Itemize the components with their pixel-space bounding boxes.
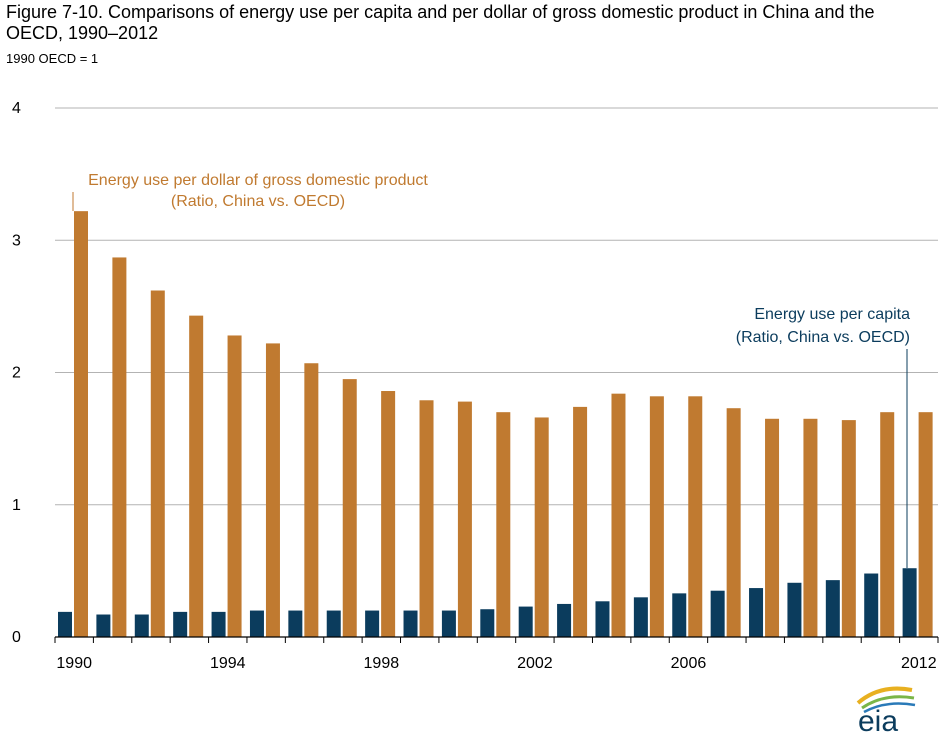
capita-annotation-line2: (Ratio, China vs. OECD): [736, 329, 910, 346]
bar-energy-per-gdp: [765, 418, 780, 637]
capita-annotation-line1: Energy use per capita: [754, 306, 910, 323]
bar-energy-per-capita: [365, 610, 380, 637]
x-tick-label: 2006: [671, 655, 707, 672]
bar-energy-per-gdp: [726, 408, 741, 637]
x-tick-label: 2012: [901, 655, 937, 672]
gdp-annotation-line1: Energy use per dollar of gross domestic …: [88, 172, 428, 189]
bar-energy-per-capita: [403, 610, 418, 637]
chart-title: Figure 7-10. Comparisons of energy use p…: [6, 2, 875, 43]
gdp-annotation-line2: (Ratio, China vs. OECD): [171, 193, 345, 210]
bar-energy-per-gdp: [112, 257, 127, 637]
bar-energy-per-gdp: [457, 401, 472, 637]
y-tick-label: 1: [12, 497, 21, 514]
bar-energy-per-gdp: [265, 343, 280, 637]
axis-layer: 0 1 2 3 4 1990 1994 1998 2002 2006 2012: [12, 100, 939, 672]
y-tick-label: 3: [12, 232, 21, 249]
bar-energy-per-capita: [441, 610, 456, 637]
eia-logo: eia: [856, 686, 916, 736]
x-tick-label: 2002: [517, 655, 553, 672]
bar-energy-per-capita: [58, 611, 72, 637]
bar-energy-per-capita: [633, 597, 648, 637]
bar-energy-per-gdp: [803, 418, 818, 637]
bar-energy-per-capita: [902, 568, 917, 637]
y-tick-label: 0: [12, 629, 21, 646]
y-tick-label: 2: [12, 365, 21, 382]
bar-energy-per-capita: [825, 580, 840, 637]
bar-energy-per-capita: [326, 610, 341, 637]
y-tick-label: 4: [12, 100, 21, 117]
bar-energy-per-capita: [173, 611, 188, 637]
bar-energy-per-gdp: [342, 379, 357, 637]
eia-logo-text: eia: [858, 705, 898, 736]
x-tick-label: 1994: [210, 655, 246, 672]
bar-energy-per-gdp: [688, 396, 703, 637]
bar-energy-per-capita: [595, 601, 610, 637]
bar-energy-per-gdp: [419, 400, 434, 637]
eia-logo-swoosh-blue: [863, 702, 916, 714]
bar-energy-per-capita: [787, 582, 802, 637]
bar-energy-per-capita: [749, 588, 764, 637]
bars-layer: [58, 211, 933, 637]
chart-subtitle: 1990 OECD = 1: [6, 51, 99, 66]
bar-energy-per-gdp: [496, 412, 511, 637]
x-tick-label: 1998: [364, 655, 400, 672]
bar-energy-per-capita: [96, 614, 111, 637]
bar-energy-per-capita: [288, 610, 303, 637]
eia-logo-swoosh-yellow: [856, 686, 913, 705]
bar-energy-per-capita: [480, 609, 495, 637]
bar-energy-per-gdp: [304, 363, 319, 637]
bar-energy-per-gdp: [227, 335, 242, 637]
bar-energy-per-capita: [518, 606, 533, 637]
bar-energy-per-gdp: [649, 396, 664, 637]
x-tick-label: 1990: [56, 655, 92, 672]
bar-energy-per-gdp: [150, 290, 165, 637]
bar-energy-per-gdp: [611, 393, 626, 637]
bar-energy-per-capita: [249, 610, 264, 637]
bar-energy-per-gdp: [918, 412, 933, 637]
bar-energy-per-gdp: [74, 211, 88, 637]
bar-energy-per-gdp: [189, 315, 204, 637]
bar-energy-per-capita: [710, 590, 725, 637]
bar-energy-per-gdp: [381, 391, 396, 637]
bar-energy-per-capita: [672, 593, 687, 637]
bar-energy-per-capita: [211, 611, 226, 637]
bar-energy-per-capita: [134, 614, 149, 637]
bar-energy-per-gdp: [880, 412, 895, 637]
bar-energy-per-capita: [557, 603, 572, 637]
bar-energy-per-gdp: [534, 417, 549, 637]
bar-energy-per-capita: [864, 573, 879, 637]
bar-energy-per-gdp: [573, 406, 588, 637]
bar-energy-per-gdp: [841, 420, 856, 637]
eia-logo-swoosh-green: [861, 695, 915, 710]
